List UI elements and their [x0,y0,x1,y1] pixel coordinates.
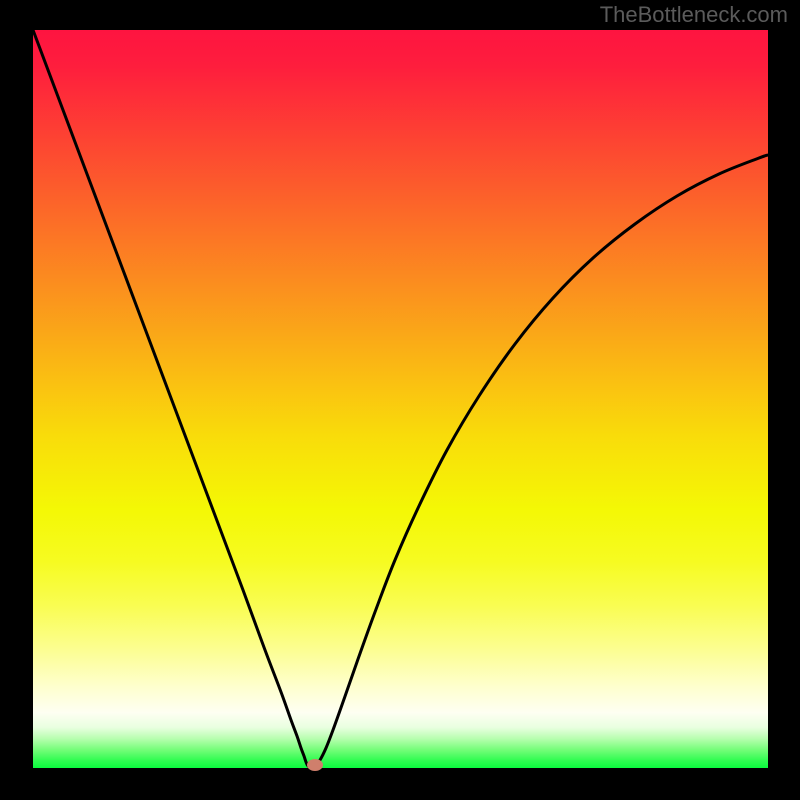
bottleneck-chart [0,0,800,800]
watermark-text: TheBottleneck.com [600,2,788,28]
chart-container: TheBottleneck.com [0,0,800,800]
minimum-marker [307,759,323,771]
plot-background-gradient [33,30,768,768]
